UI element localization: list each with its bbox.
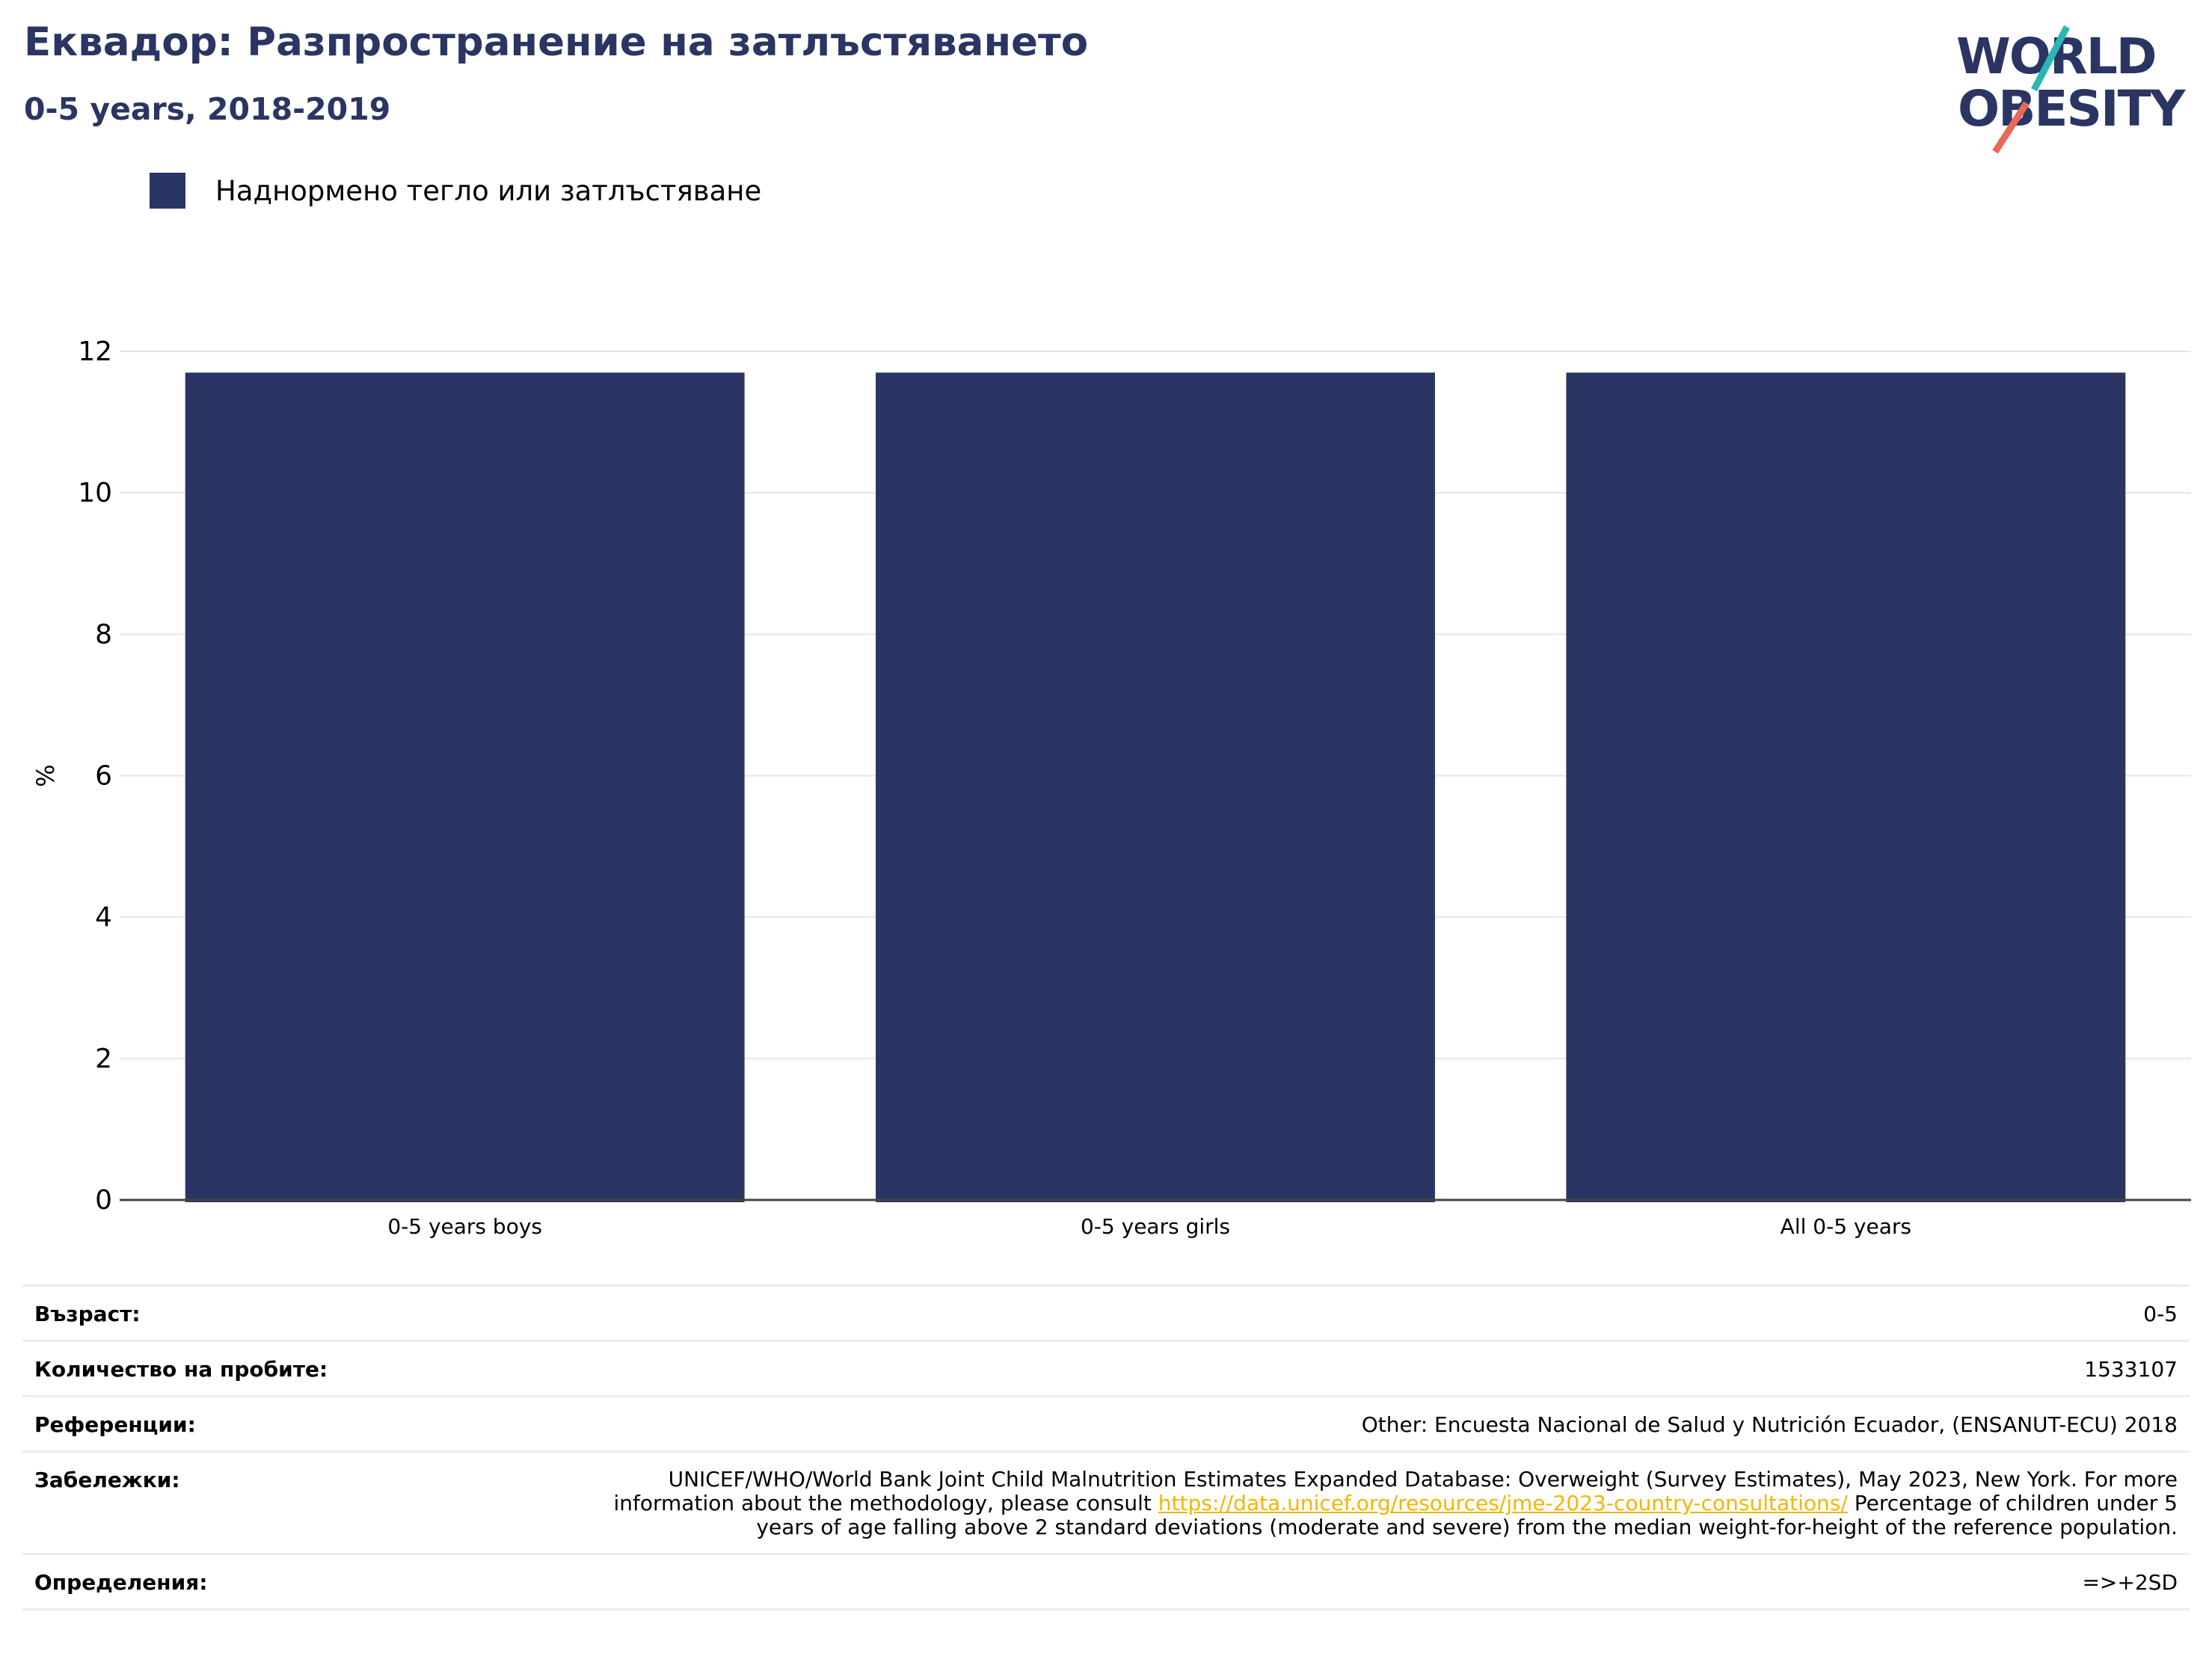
logo-slash-bottom [1992, 101, 2030, 154]
y-tick-label: 0 [95, 1185, 112, 1216]
x-tick-label: 0-5 years boys [387, 1214, 542, 1239]
references-label: Референции: [34, 1412, 196, 1437]
y-tick-label: 12 [78, 336, 112, 367]
chart-legend: Наднормено тегло или затлъстяване [150, 172, 761, 209]
bar-chart: 0 2 4 6 8 10 12 0-5 years boys 0-5 years girls Al… [31, 336, 2191, 1239]
bar [185, 372, 745, 1202]
logo-line1: WORLD [1956, 28, 2156, 85]
info-row-sample: Количество на пробите: 1533107 [22, 1340, 2190, 1395]
notes-text-before: UNICEF/WHO/World Bank Joint Child Malnut… [613, 1467, 2178, 1515]
legend-label: Наднормено тегло или затлъстяване [215, 174, 762, 207]
definitions-value: =>+2SD [2082, 1570, 2178, 1595]
y-tick-label: 6 [95, 761, 112, 792]
sample-label: Количество на пробите: [34, 1357, 328, 1382]
age-value: 0-5 [2143, 1302, 2178, 1326]
y-tick-label: 8 [95, 619, 112, 650]
sample-value: 1533107 [2084, 1357, 2178, 1382]
page-subtitle: 0-5 years, 2018-2019 [24, 91, 391, 127]
notes-text-after: Percentage of children under 5 years of … [756, 1491, 2178, 1539]
info-row-age: Възраст: 0-5 [22, 1284, 2190, 1340]
info-table: Възраст: 0-5 Количество на пробите: 1533… [22, 1284, 2190, 1610]
logo-slash-top [2031, 25, 2070, 92]
bar [1566, 372, 2126, 1202]
info-row-definitions: Определения: =>+2SD [22, 1553, 2190, 1610]
y-axis-label: % [31, 764, 60, 787]
world-obesity-logo: WORLD OBESITY [1956, 25, 2188, 154]
y-tick-label: 4 [95, 902, 112, 933]
logo-line2: OBESITY [1958, 80, 2187, 138]
info-row-references: Референции: Other: Encuesta Nacional de … [22, 1395, 2190, 1450]
y-tick-label: 2 [95, 1044, 112, 1074]
x-tick-label: All 0-5 years [1781, 1214, 1911, 1239]
x-tick-label: 0-5 years girls [1081, 1214, 1230, 1239]
page-title: Еквадор: Разпространение на затлъстяване… [24, 19, 1089, 65]
methodology-link[interactable]: https://data.unicef.org/resources/jme-20… [1158, 1491, 1848, 1515]
notes-value: UNICEF/WHO/World Bank Joint Child Malnut… [607, 1468, 2178, 1539]
bar [876, 372, 1435, 1202]
info-row-notes: Забележки: UNICEF/WHO/World Bank Joint C… [22, 1450, 2190, 1553]
definitions-label: Определения: [34, 1570, 208, 1595]
references-value: Other: Encuesta Nacional de Salud y Nutr… [1361, 1412, 2178, 1437]
age-label: Възраст: [34, 1302, 141, 1326]
notes-label: Забележки: [34, 1468, 180, 1492]
y-tick-label: 10 [78, 478, 112, 508]
legend-swatch [150, 173, 185, 209]
